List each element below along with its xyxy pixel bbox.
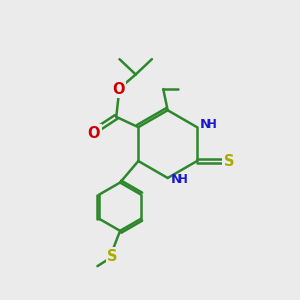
Text: S: S [107, 249, 118, 264]
Text: H: H [207, 118, 217, 131]
Text: N: N [170, 173, 182, 186]
Text: O: O [88, 126, 100, 141]
Text: S: S [224, 154, 234, 169]
Text: N: N [200, 118, 211, 131]
Text: O: O [112, 82, 125, 97]
Text: H: H [178, 173, 188, 186]
